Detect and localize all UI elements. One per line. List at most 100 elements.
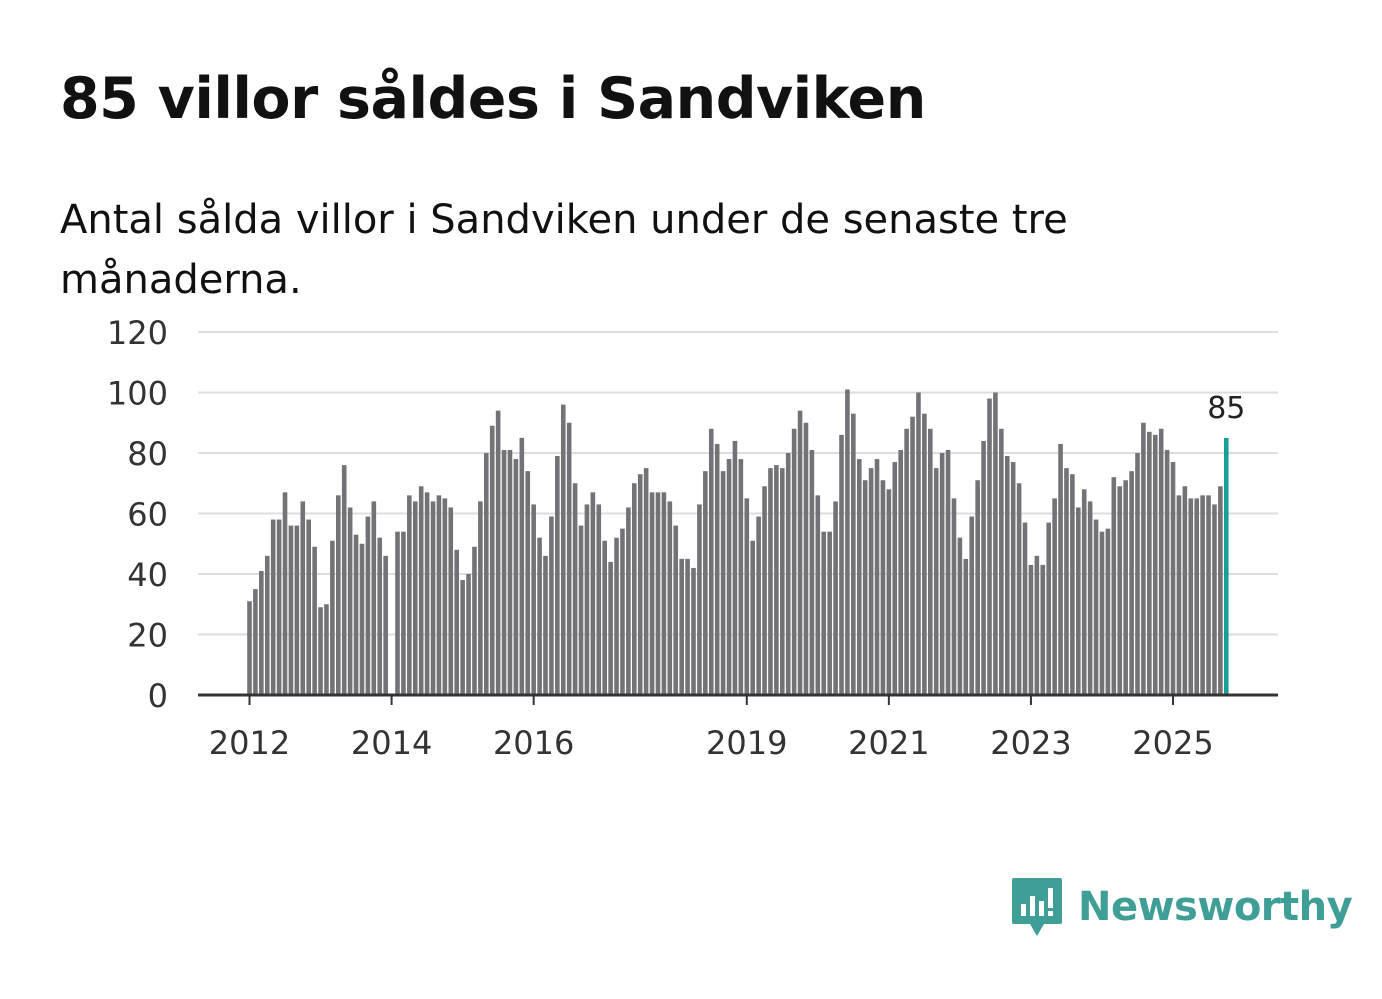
- bar: [495, 410, 501, 695]
- bar: [1129, 471, 1134, 695]
- bar: [1076, 507, 1081, 695]
- bar: [1058, 443, 1063, 695]
- bar: [774, 465, 779, 695]
- bar: [1123, 480, 1128, 695]
- bar: [566, 422, 572, 695]
- bar: [324, 604, 329, 695]
- bar: [892, 462, 898, 695]
- bar: [1064, 468, 1069, 696]
- bar: [975, 480, 980, 695]
- bar: [1022, 522, 1028, 695]
- bar: [1212, 504, 1217, 695]
- bar: [910, 416, 915, 695]
- bar: [377, 537, 383, 695]
- bar: [626, 507, 631, 695]
- bar: [1070, 474, 1075, 695]
- bar: [294, 525, 300, 695]
- bar: [466, 574, 471, 695]
- bar: [1028, 564, 1034, 695]
- bar: [578, 525, 584, 695]
- bar: [347, 507, 353, 695]
- x-tick-label: 2014: [351, 724, 432, 762]
- bar: [359, 543, 365, 695]
- newsworthy-logo[interactable]: Newsworthy: [1010, 876, 1353, 938]
- bar: [957, 537, 963, 695]
- labels: 0 20 40 60 80 100 120 85 2012 2014 2016 2019 2021 202…: [107, 314, 1245, 762]
- bar: [472, 546, 477, 695]
- bar: [442, 498, 448, 696]
- bar: [306, 519, 311, 695]
- bar: [1016, 483, 1022, 695]
- bar: [1182, 486, 1188, 695]
- bar: [951, 498, 957, 696]
- x-tick-label: 2023: [990, 724, 1071, 762]
- bar: [803, 422, 809, 695]
- bar: [762, 486, 767, 695]
- bar: [489, 425, 495, 695]
- bar: [744, 498, 750, 696]
- x-tick-label: 2012: [209, 724, 290, 762]
- y-tick-label: 100: [107, 375, 168, 413]
- bar: [691, 567, 696, 695]
- bar: [1052, 498, 1057, 696]
- chart-title: 85 villor såldes i Sandviken: [60, 66, 926, 132]
- bar: [886, 489, 892, 695]
- bar: [999, 428, 1004, 695]
- bar: [720, 471, 726, 695]
- bar: [845, 389, 850, 695]
- bar: [1040, 564, 1046, 695]
- bar: [353, 534, 359, 695]
- x-tick-label: 2021: [848, 724, 929, 762]
- bar: [916, 392, 921, 695]
- bar: [1117, 486, 1123, 695]
- y-tick-label: 0: [148, 677, 168, 715]
- bar: [933, 468, 939, 696]
- bar: [531, 504, 536, 695]
- y-tick-label: 80: [127, 435, 168, 473]
- bar: [1206, 495, 1211, 695]
- bar: [1010, 462, 1016, 695]
- bar: [519, 437, 525, 696]
- bar: [365, 516, 371, 695]
- bar: [821, 531, 827, 695]
- bar: [673, 525, 679, 695]
- bar: [312, 546, 317, 695]
- bar: [981, 440, 986, 695]
- y-tick-label: 120: [107, 314, 168, 352]
- bar: [460, 580, 465, 695]
- bar: [655, 492, 661, 695]
- bar: [549, 516, 554, 695]
- bar: [880, 480, 886, 695]
- bar: [430, 501, 436, 695]
- highlight-value-label: 85: [1207, 391, 1245, 426]
- bar: [839, 434, 844, 695]
- bar: [341, 465, 347, 695]
- bar: [270, 519, 276, 695]
- chart-subtitle: Antal sålda villor i Sandviken under de …: [60, 197, 1068, 303]
- x-tick-label: 2025: [1132, 724, 1213, 762]
- axes: [198, 693, 1278, 705]
- newsworthy-logo-icon: [1012, 878, 1062, 936]
- bar: [1152, 434, 1158, 695]
- bar: [1105, 528, 1111, 696]
- bar: [418, 486, 424, 695]
- bar: [1099, 531, 1105, 695]
- bar: [827, 531, 832, 695]
- bar: [507, 449, 513, 695]
- bar: [395, 531, 400, 695]
- bar: [1141, 422, 1146, 695]
- bar: [1147, 431, 1152, 695]
- bar: [661, 492, 667, 695]
- bar: [993, 392, 998, 695]
- bar: [809, 449, 815, 695]
- bar: [1218, 486, 1223, 695]
- y-tick-label: 60: [127, 496, 168, 534]
- bar: [874, 459, 880, 695]
- bar: [922, 413, 927, 695]
- bar: [963, 558, 969, 696]
- bar: [1200, 495, 1205, 695]
- bar: [572, 483, 578, 695]
- x-tick-label: 2016: [493, 724, 574, 762]
- bar: [383, 555, 388, 695]
- bar: [768, 468, 773, 696]
